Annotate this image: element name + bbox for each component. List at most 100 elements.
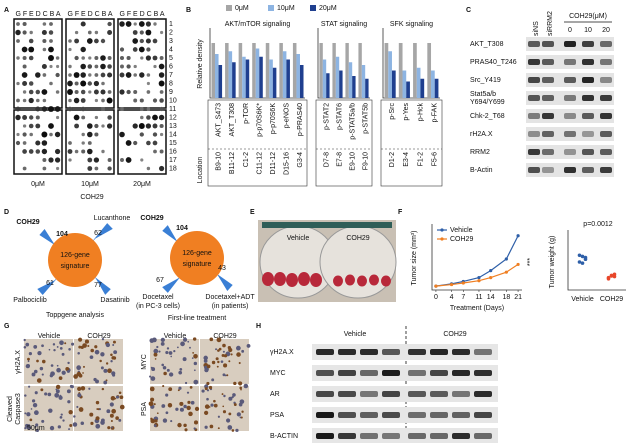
band: [528, 149, 540, 155]
marker: [516, 262, 520, 267]
band: [382, 370, 400, 376]
cell: [238, 381, 243, 386]
dot: [15, 106, 21, 112]
dose-label: 10: [584, 27, 592, 34]
dot: [107, 115, 112, 120]
dot: [152, 114, 158, 121]
dot: [133, 64, 137, 69]
dot: [28, 149, 34, 154]
cell: [162, 418, 168, 423]
dot: [80, 80, 87, 87]
dot: [146, 90, 151, 94]
cell: [36, 378, 42, 383]
row-label: Cleaved: [7, 396, 14, 422]
x-tick-label: 18: [502, 294, 510, 301]
dot: [87, 157, 93, 163]
band: [474, 391, 492, 397]
bar: [242, 56, 246, 98]
bar: [339, 70, 343, 98]
dot: [126, 89, 131, 95]
count: 104: [176, 225, 188, 232]
bar: [252, 43, 256, 98]
marker: [489, 269, 493, 273]
category-label: p-STAT5a/b: [349, 103, 356, 140]
cell: [41, 359, 46, 364]
marker: [477, 279, 481, 283]
dot: [100, 38, 106, 44]
cell: [88, 387, 91, 390]
cell: [40, 388, 44, 392]
row-number: 3: [169, 38, 173, 45]
cell: [187, 400, 191, 404]
cell: [107, 368, 112, 374]
count: 104: [56, 231, 68, 238]
dot: [140, 158, 144, 162]
cell: [59, 340, 64, 346]
bar: [420, 78, 425, 98]
dot: [22, 149, 27, 154]
bar: [228, 51, 233, 98]
row-number: 4: [169, 46, 173, 53]
cell: [48, 408, 53, 413]
cell: [64, 342, 67, 345]
band: [542, 131, 554, 137]
dot: [107, 21, 112, 27]
drug: (in PC-3 cells): [136, 303, 180, 310]
dot: [68, 158, 72, 162]
cell: [65, 367, 70, 371]
dot: [152, 98, 158, 103]
cell: [204, 387, 208, 391]
bar: [218, 65, 223, 98]
dot: [120, 158, 124, 162]
category-label: AKT_T308: [229, 103, 236, 137]
bar: [272, 67, 277, 98]
cell: [243, 383, 249, 389]
dot: [35, 140, 41, 146]
row-label: γH2A.X: [15, 350, 22, 374]
cell: [118, 391, 122, 395]
y-axis-label: Tumor size (mm³): [411, 231, 418, 286]
cell: [33, 410, 39, 416]
band: [564, 113, 576, 119]
dot: [139, 132, 144, 137]
cell: [111, 371, 116, 376]
point: [609, 273, 614, 278]
signature: signature: [183, 261, 212, 268]
dot: [48, 46, 54, 53]
band: [564, 41, 576, 47]
group-box: [315, 99, 373, 187]
band: [408, 412, 426, 418]
cell: [94, 345, 98, 349]
cell: [177, 422, 182, 428]
dot: [94, 166, 99, 171]
cell: [49, 425, 55, 431]
cell: [119, 395, 124, 400]
dot: [49, 22, 53, 26]
cell: [24, 412, 27, 415]
dot: [100, 55, 106, 61]
cell: [170, 355, 173, 358]
band: [452, 433, 470, 439]
dot: [145, 21, 151, 27]
cell: [246, 343, 251, 348]
dot: [22, 98, 27, 103]
bar: [279, 43, 283, 98]
location: B11-12: [229, 152, 236, 174]
dot: [48, 106, 54, 112]
cell: [206, 381, 210, 386]
drug: (in patients): [212, 303, 249, 310]
cell: [236, 412, 241, 417]
band: [408, 433, 426, 439]
dot: [80, 46, 86, 53]
bar: [322, 59, 327, 98]
cell: [78, 345, 82, 349]
cell: [233, 381, 237, 386]
dot: [81, 149, 86, 154]
arrow: [162, 225, 189, 250]
band: [600, 131, 612, 137]
line: [435, 235, 519, 287]
cell: [235, 428, 239, 432]
axis: [431, 224, 522, 291]
cell: [99, 359, 102, 363]
band: [564, 149, 576, 155]
